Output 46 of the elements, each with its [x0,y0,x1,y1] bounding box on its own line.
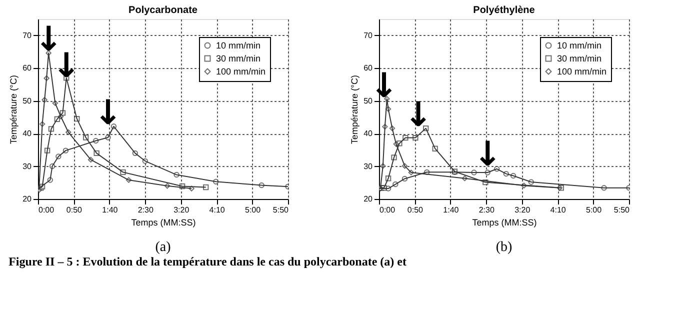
x-tick-label: 0:00 [38,206,55,214]
chart-title: Polycarbonate [128,5,198,16]
x-tick-label: 4:10 [209,206,226,214]
annotation: ↓ [94,93,122,134]
x-tick-label: 3:20 [174,206,190,214]
y-tick-label: 70 [364,30,374,40]
x-tick-label: 0:00 [380,206,396,214]
y-tick-label: 30 [22,162,32,171]
x-tick-label: 5:00 [244,206,262,214]
x-tick-label: 3:20 [514,206,531,214]
legend-label: 30 mm/min [216,54,261,64]
x-tick-label: 1:40 [102,206,118,214]
x-tick-label: 0:50 [66,206,83,214]
x-tick-label: 4:10 [550,206,566,214]
x-tick-label: 5:50 [272,206,290,214]
x-tick-label: 1:40 [443,206,460,214]
y-tick-label: 60 [364,64,374,73]
x-axis-title: Temps (MM:SS) [472,218,537,228]
y-tick-label: 70 [22,30,32,40]
annotation: ↓ [473,134,502,174]
legend-label: 10 mm/min [557,40,602,50]
y-tick-label: 20 [22,194,32,204]
legend-label: 100 mm/min [557,66,607,76]
x-axis-title: Temps (MM:SS) [131,218,196,228]
annotation: ↓ [404,95,433,135]
y-axis-title: Température (°C) [350,74,360,144]
annotation: ↓ [34,20,63,60]
legend-label: 30 mm/min [557,54,602,64]
x-tick-label: 0:50 [407,206,424,214]
x-tick-label: 5:00 [586,206,602,214]
y-tick-label: 40 [364,129,374,138]
y-tick-label: 20 [364,194,374,204]
x-tick-label: 5:50 [614,206,630,214]
y-axis-title: Température (°C) [8,74,19,144]
x-tick-label: 2:30 [478,206,495,214]
text: Figure II – 5 : Evolution de la température dans le cas du polycarbonate (a) et [8,254,406,268]
x-tick-label: 2:30 [138,206,154,214]
y-tick-label: 30 [364,162,374,171]
text: (b) [496,240,512,255]
legend-label: 100 mm/min [216,66,266,76]
y-tick-label: 50 [22,96,32,106]
legend-label: 10 mm/min [216,40,261,50]
y-tick-label: 60 [22,64,32,73]
text: (a) [155,240,172,255]
y-tick-label: 40 [22,129,32,138]
chart-title: Polyéthylène [473,5,536,16]
